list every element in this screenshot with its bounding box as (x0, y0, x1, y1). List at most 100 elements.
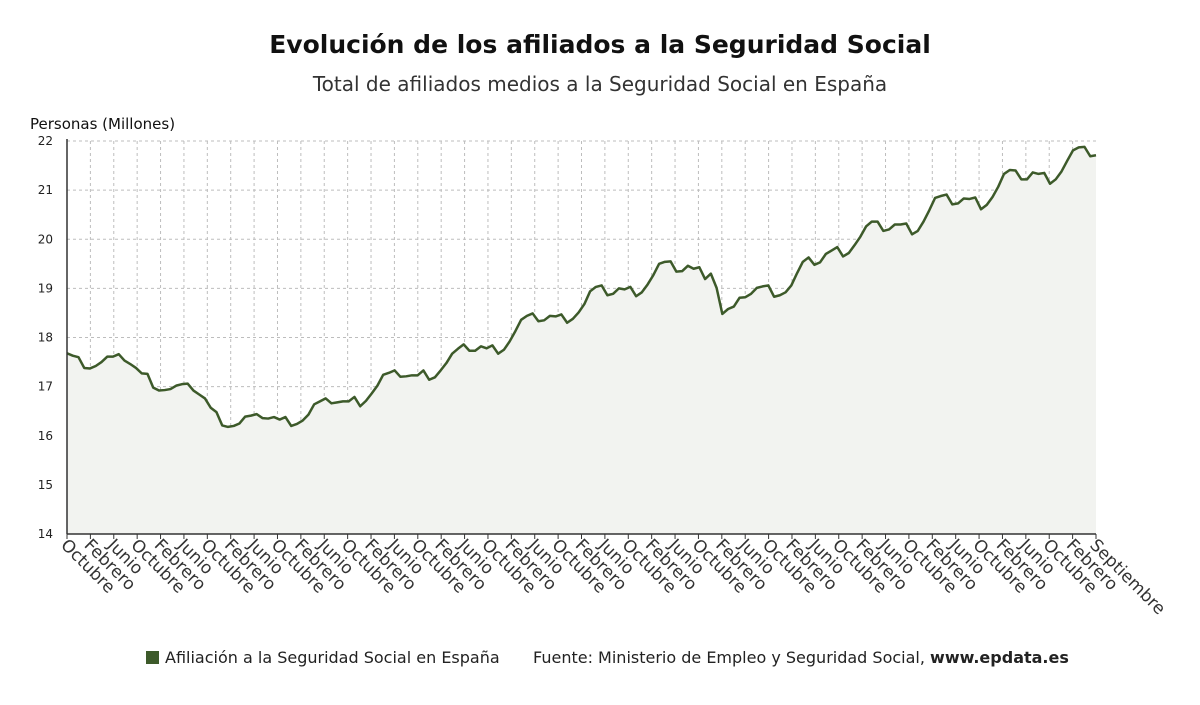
data-point (991, 196, 993, 198)
data-point (365, 400, 367, 402)
data-point (497, 353, 499, 355)
data-point (1078, 146, 1080, 148)
data-point (658, 263, 660, 265)
y-tick-label: 21 (38, 183, 53, 197)
data-point (779, 294, 781, 296)
y-tick-label: 16 (38, 429, 53, 443)
data-point (606, 294, 608, 296)
data-point (784, 291, 786, 293)
data-point (710, 272, 712, 274)
data-point (462, 343, 464, 345)
data-point (675, 270, 677, 272)
data-point (554, 315, 556, 317)
data-point (158, 389, 160, 391)
data-point (974, 196, 976, 198)
data-point (83, 367, 85, 369)
data-point (957, 202, 959, 204)
data-point (66, 352, 68, 354)
data-point (1066, 159, 1068, 161)
data-point (169, 388, 171, 390)
data-point (210, 407, 212, 409)
data-point (968, 198, 970, 200)
data-point (928, 209, 930, 211)
data-point (307, 413, 309, 415)
data-point (773, 296, 775, 298)
data-point (129, 363, 131, 365)
data-point (577, 311, 579, 313)
data-point (439, 369, 441, 371)
data-point (296, 423, 298, 425)
data-point (256, 413, 258, 415)
legend: Afiliación a la Seguridad Social en Espa… (146, 648, 500, 667)
data-point (853, 244, 855, 246)
data-point (922, 220, 924, 222)
data-point (1060, 170, 1062, 172)
data-point (382, 374, 384, 376)
data-point (963, 197, 965, 199)
legend-label: Afiliación a la Seguridad Social en Espa… (165, 648, 500, 667)
data-point (336, 401, 338, 403)
data-point (250, 414, 252, 416)
data-point (112, 355, 114, 357)
data-point (428, 379, 430, 381)
data-point (411, 374, 413, 376)
data-point (376, 384, 378, 386)
legend-swatch (146, 651, 159, 664)
data-point (859, 236, 861, 238)
data-point (192, 389, 194, 391)
data-point (233, 425, 235, 427)
data-point (589, 290, 591, 292)
data-point (227, 426, 229, 428)
data-point (842, 255, 844, 257)
data-point (917, 230, 919, 232)
data-point (830, 249, 832, 251)
data-point (738, 297, 740, 299)
data-point (876, 220, 878, 222)
data-point (301, 419, 303, 421)
data-point (635, 295, 637, 297)
data-point (623, 288, 625, 290)
data-point (273, 416, 275, 418)
data-point (238, 422, 240, 424)
data-point (313, 403, 315, 405)
data-point (664, 261, 666, 263)
data-point (767, 284, 769, 286)
data-point (940, 195, 942, 197)
data-point (1083, 146, 1085, 148)
data-point (802, 261, 804, 263)
data-point (330, 402, 332, 404)
source-site: www.epdata.es (930, 648, 1069, 667)
data-point (445, 362, 447, 364)
data-point (790, 284, 792, 286)
data-point (899, 223, 901, 225)
series-area (67, 146, 1096, 534)
y-tick-label: 19 (38, 281, 53, 295)
axis-layer (66, 139, 1097, 539)
data-point (750, 293, 752, 295)
data-point (646, 283, 648, 285)
data-point (1049, 183, 1051, 185)
data-point (652, 274, 654, 276)
data-point (1014, 169, 1016, 171)
data-point (796, 272, 798, 274)
chart-title: Evolución de los afiliados a la Segurida… (269, 30, 931, 59)
data-point (135, 367, 137, 369)
data-point (715, 287, 717, 289)
data-point (106, 355, 108, 357)
data-point (986, 204, 988, 206)
data-point (894, 223, 896, 225)
y-tick-label: 18 (38, 331, 53, 345)
data-point (618, 287, 620, 289)
data-point (871, 220, 873, 222)
data-point (324, 397, 326, 399)
data-point (279, 418, 281, 420)
data-point (468, 350, 470, 352)
data-point (175, 384, 177, 386)
data-point (503, 349, 505, 351)
data-point (118, 353, 120, 355)
data-point (733, 305, 735, 307)
data-point (451, 353, 453, 355)
data-point (756, 287, 758, 289)
data-point (399, 376, 401, 378)
